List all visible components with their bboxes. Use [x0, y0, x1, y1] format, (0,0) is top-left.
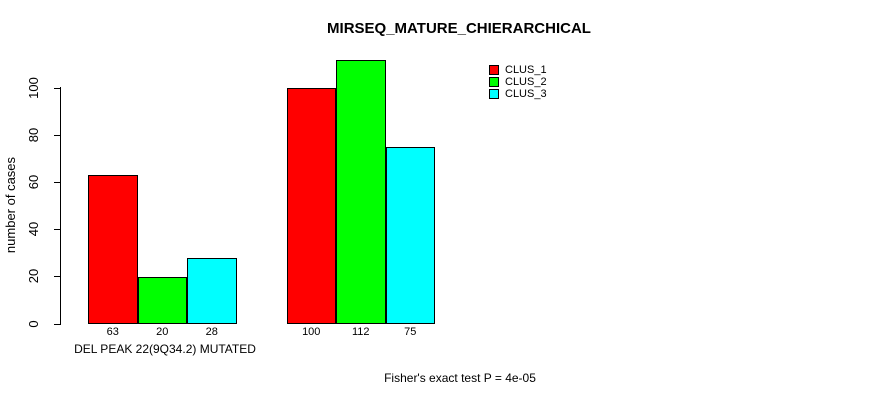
legend-row: CLUS_1	[489, 64, 547, 76]
legend-row: CLUS_2	[489, 76, 547, 88]
bar-value-label: 112	[351, 326, 370, 338]
legend-label: CLUS_1	[505, 64, 547, 76]
legend-swatch	[489, 65, 499, 75]
y-tick	[54, 324, 60, 325]
y-axis-line	[60, 87, 61, 325]
bar-value-label: 28	[205, 326, 218, 338]
bar-value-label: 20	[156, 326, 169, 338]
y-tick-label: 0	[26, 320, 41, 328]
bar-clus_2-group1	[336, 59, 386, 324]
legend-row: CLUS_3	[489, 88, 547, 100]
bar-value-label: 75	[404, 326, 417, 338]
legend-swatch	[489, 77, 499, 87]
bar-clus_2-group0	[137, 276, 187, 324]
bar-clus_1-group0	[88, 175, 138, 324]
legend-swatch	[489, 89, 499, 99]
y-tick	[54, 88, 60, 89]
y-tick	[54, 276, 60, 277]
chart-title: MIRSEQ_MATURE_CHIERARCHICAL	[327, 20, 591, 37]
bar-value-label: 100	[302, 326, 321, 338]
legend: CLUS_1 CLUS_2 CLUS_3	[489, 64, 547, 100]
bar-clus_3-group1	[385, 147, 435, 324]
y-tick	[54, 135, 60, 136]
y-tick-label: 80	[26, 127, 41, 143]
bar-clus_1-group1	[286, 88, 336, 324]
y-tick-label: 40	[26, 221, 41, 237]
bar-clus_3-group0	[187, 257, 237, 324]
bar-value-label: 63	[106, 326, 119, 338]
y-tick-label: 100	[26, 77, 41, 99]
x-category-label: DEL PEAK 22(9Q34.2) MUTATED	[74, 342, 256, 356]
legend-label: CLUS_2	[505, 76, 547, 88]
y-tick	[54, 182, 60, 183]
legend-label: CLUS_3	[505, 88, 547, 100]
annotation-fisher-test: Fisher's exact test P = 4e-05	[384, 371, 536, 385]
y-tick-label: 60	[26, 174, 41, 190]
y-tick-label: 20	[26, 268, 41, 284]
y-axis-title: number of cases	[3, 156, 18, 254]
y-tick	[54, 229, 60, 230]
